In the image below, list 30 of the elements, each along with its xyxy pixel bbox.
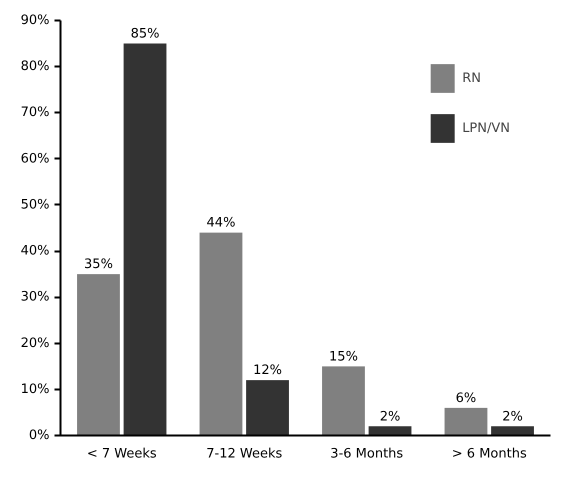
bar (246, 380, 289, 436)
data-label: 35% (84, 257, 113, 272)
data-label: 6% (456, 390, 476, 406)
bar (200, 232, 242, 436)
y-tick-label: 60% (20, 151, 50, 166)
data-label: 44% (206, 216, 236, 231)
legend-label: LPN/VN (462, 120, 510, 136)
y-tick-label: 70% (20, 105, 50, 120)
y-tick-label: 10% (20, 382, 50, 397)
x-tick-label: 3-6 Months (330, 446, 404, 462)
data-label: 85% (130, 26, 160, 42)
x-tick-label: < 7 Weeks (86, 446, 157, 462)
data-label: 15% (329, 349, 358, 364)
y-tick-label: 0% (28, 428, 50, 443)
data-label: 12% (253, 363, 282, 378)
x-tick-label: > 6 Months (452, 446, 527, 462)
data-label: 2% (502, 409, 523, 424)
y-tick-label: 50% (20, 197, 50, 212)
y-tick-label: 20% (20, 336, 50, 351)
legend-label: RN (462, 70, 482, 86)
bar (124, 44, 166, 436)
y-tick-label: 30% (20, 290, 50, 305)
y-tick-label: 90% (20, 13, 50, 28)
bar (322, 366, 365, 436)
y-tick-label: 40% (20, 244, 50, 259)
x-tick-label: 7-12 Weeks (206, 446, 282, 462)
bar (444, 408, 488, 436)
bar (77, 274, 120, 436)
y-tick-label: 80% (20, 59, 50, 74)
data-label: 2% (380, 409, 400, 424)
